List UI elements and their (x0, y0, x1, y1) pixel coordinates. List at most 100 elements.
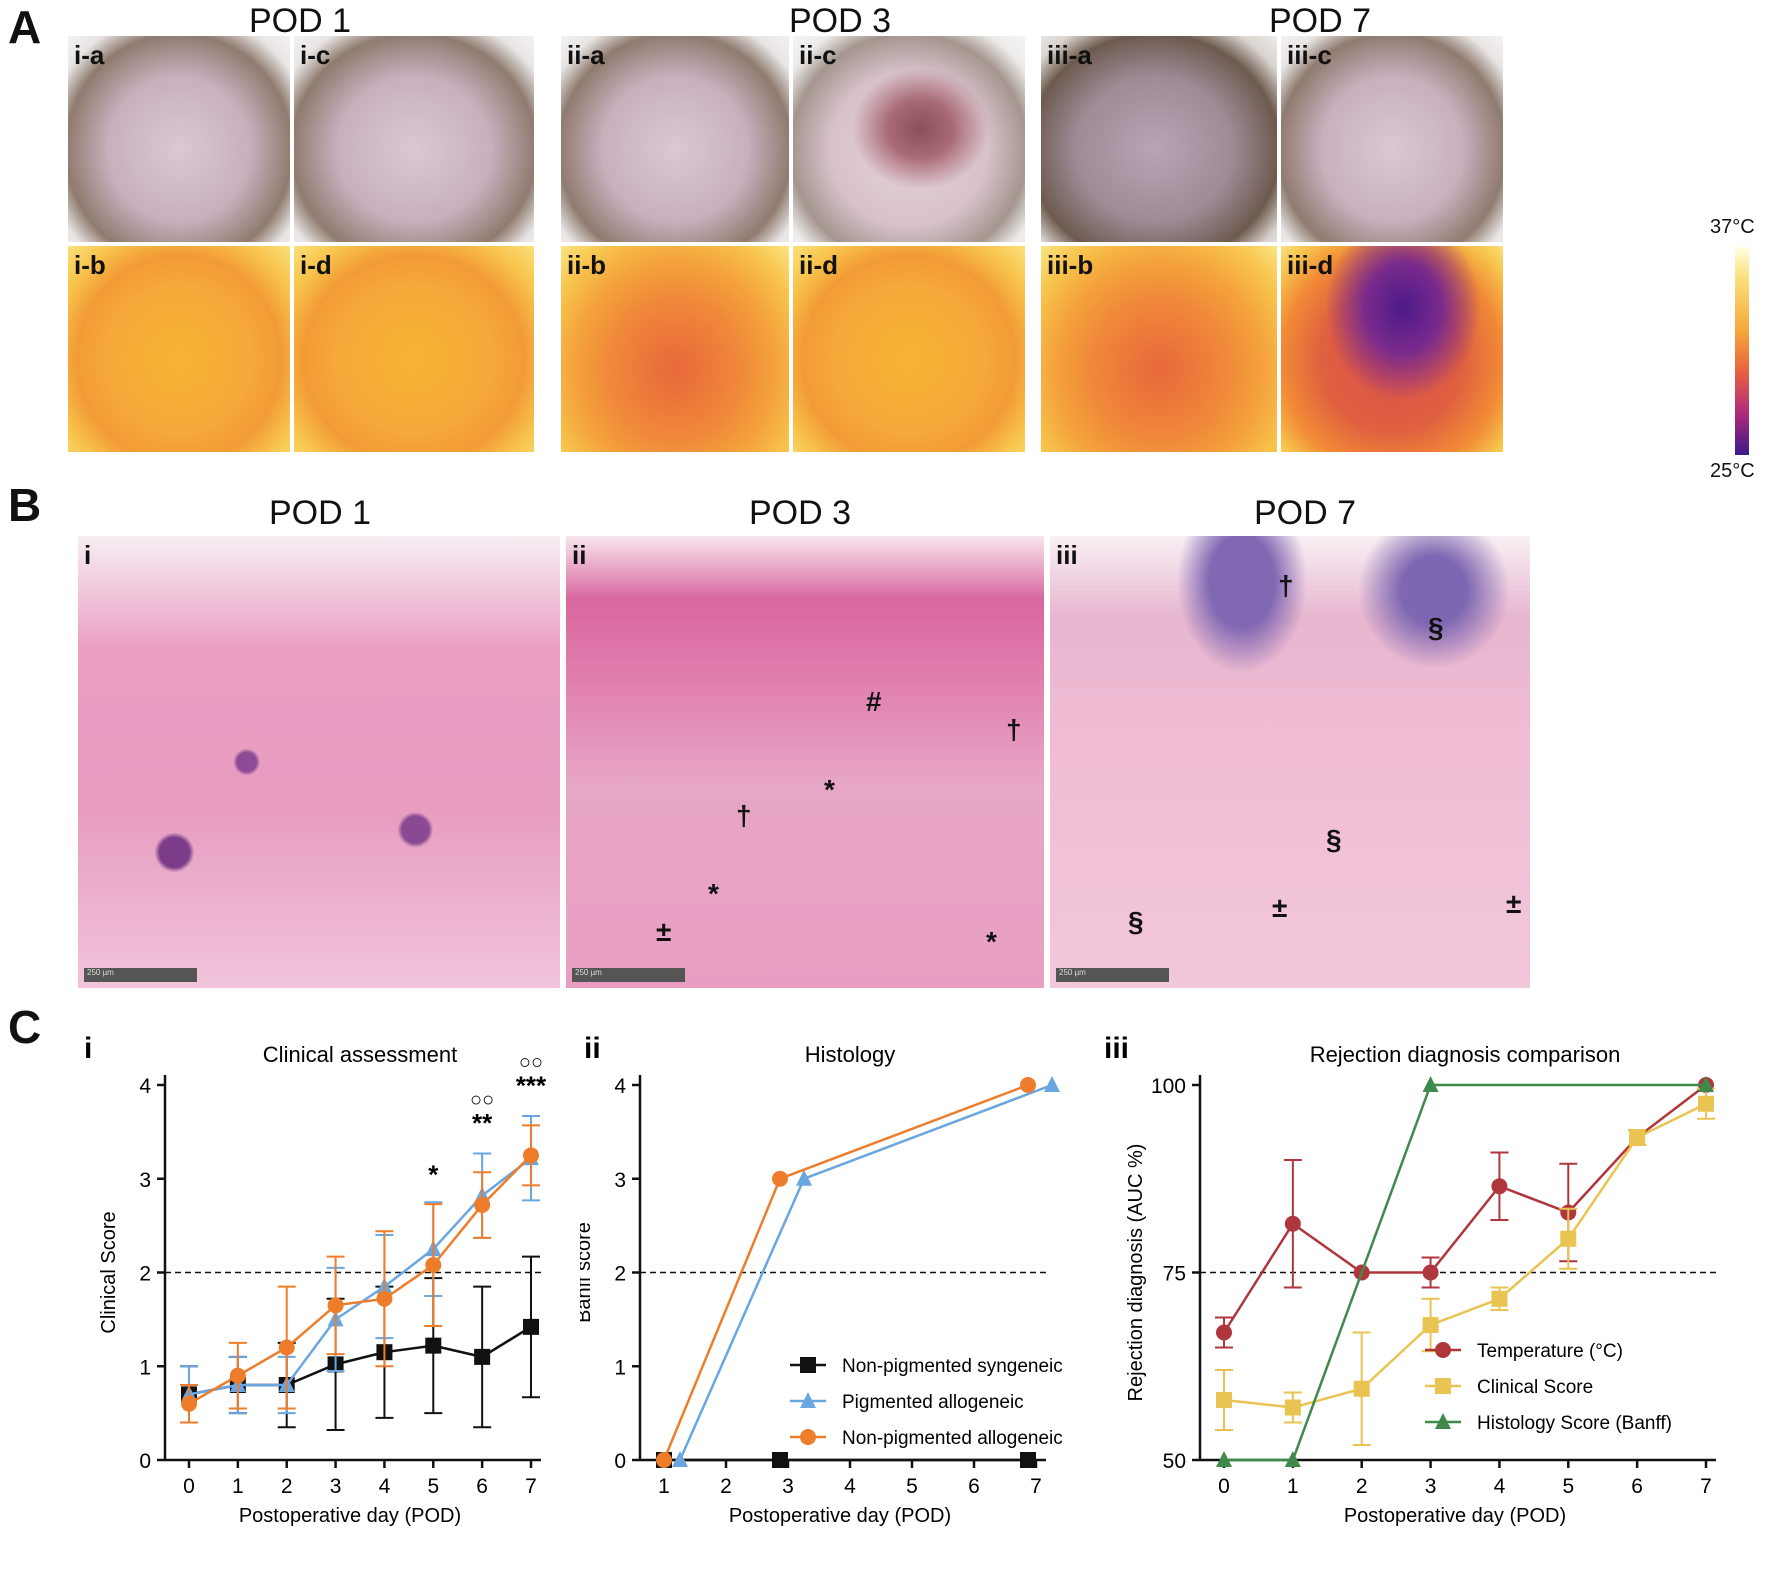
symbol-star: * (708, 878, 719, 909)
legend-label: Clinical Score (1477, 1377, 1593, 1398)
x-tick-label: 5 (1562, 1475, 1574, 1498)
data-point (1284, 1451, 1301, 1467)
scale-bar: 250 µm (1056, 968, 1169, 982)
symbol-plusminus: ± (1506, 888, 1522, 919)
temperature-colorbar (1735, 247, 1749, 455)
tile-label: i-d (300, 250, 332, 280)
tile-label: iii-b (1047, 250, 1094, 280)
series-line (1223, 1102, 1707, 1409)
data-point (656, 1452, 672, 1468)
x-tick-label: 6 (968, 1475, 980, 1498)
colorbar-max-label: 37°C (1710, 216, 1755, 238)
x-tick-label: 6 (476, 1475, 488, 1498)
x-tick-label: 6 (1631, 1475, 1643, 1498)
symbol-hash: # (866, 686, 882, 717)
y-axis-label: Banff score (580, 1222, 595, 1323)
series-line (188, 1154, 532, 1405)
x-tick-label: 0 (183, 1475, 195, 1498)
photo-pod1-a: i-a (68, 36, 290, 242)
data-point (474, 1348, 491, 1365)
chart-title: Clinical assessment (263, 1042, 457, 1067)
legend-marker (800, 1357, 816, 1373)
chart-rejection-diagnosis: iii Rejection diagnosis comparison5075100… (1104, 1032, 1716, 1527)
data-point (327, 1297, 344, 1314)
symbol-dagger: † (736, 800, 752, 831)
tile-label: iii (1056, 540, 1078, 570)
scale-bar: 250 µm (572, 968, 685, 982)
y-tick-label: 75 (1163, 1263, 1186, 1286)
y-tick-label: 3 (139, 1169, 151, 1192)
legend-marker (800, 1429, 816, 1445)
legend-label: Temperature (°C) (1477, 1341, 1623, 1362)
chart-clinical-assessment: i Clinical assessment 0 1 2 3 4 0 1 2 3 4 5 6 7 Postope… (84, 1032, 547, 1527)
panel-b-title-pod3: POD 3 (748, 494, 852, 532)
symbol-dagger: † (1278, 570, 1294, 601)
x-axis-label: Postoperative day (POD) (239, 1505, 461, 1527)
legend-marker (1435, 1378, 1451, 1394)
chart-title: Histology (805, 1042, 895, 1067)
data-point (425, 1257, 442, 1273)
significance-stars: *** (516, 1070, 547, 1100)
symbol-plusminus: ± (656, 916, 672, 947)
photo-pod7-c: iii-c (1281, 36, 1503, 242)
data-point (1422, 1076, 1439, 1092)
panel-a-title-pod3: POD 3 (788, 2, 892, 40)
chart-histology: ii Histology 0 1 2 3 4 1 2 3 4 5 6 7 Postoperative day… (580, 1032, 1063, 1527)
y-tick-label: 3 (614, 1169, 626, 1192)
chart-label: iii (1104, 1032, 1129, 1065)
x-tick-label: 7 (1030, 1475, 1042, 1498)
chart-label: i (84, 1032, 92, 1065)
data-point (1044, 1076, 1060, 1092)
x-tick-label: 2 (1356, 1475, 1368, 1498)
x-axis-label: Postoperative day (POD) (729, 1505, 951, 1527)
data-point (425, 1337, 442, 1354)
data-point (772, 1452, 788, 1468)
x-tick-label: 4 (379, 1475, 391, 1498)
colorbar-min-label: 25°C (1710, 460, 1755, 482)
significance-circles: ○○ (519, 1051, 543, 1073)
x-tick-label: 7 (1700, 1475, 1712, 1498)
chart-title: Rejection diagnosis comparison (1310, 1042, 1621, 1067)
data-point (1020, 1077, 1036, 1093)
x-tick-label: 5 (427, 1475, 439, 1498)
photo-pod7-a: iii-a (1041, 36, 1277, 242)
y-axis-label: Clinical Score (98, 1211, 120, 1333)
tile-label: i-c (300, 40, 331, 70)
data-point (1216, 1451, 1232, 1467)
tile-label: i-a (74, 40, 105, 70)
data-point (229, 1367, 246, 1384)
tile-label: iii-c (1287, 40, 1332, 70)
symbol-dagger: † (1006, 714, 1022, 745)
legend-label: Non-pigmented allogeneic (842, 1428, 1063, 1449)
tile-label: i (84, 540, 92, 570)
x-tick-label: 1 (232, 1475, 244, 1498)
panel-letter-a: A (8, 1, 42, 53)
thermal-pod3-b: ii-b (561, 246, 789, 452)
data-point (1698, 1095, 1714, 1112)
data-point (474, 1197, 491, 1213)
x-tick-label: 3 (330, 1475, 342, 1498)
data-point (523, 1147, 539, 1164)
chart-label: ii (584, 1032, 601, 1065)
y-tick-label: 100 (1151, 1075, 1186, 1098)
legend-label: Pigmented allogeneic (842, 1392, 1024, 1413)
panel-letter-b: B (8, 479, 42, 531)
legend-marker (1435, 1342, 1451, 1358)
thermal-pod1-d: i-d (294, 246, 534, 452)
panel-b-title-pod1: POD 1 (268, 494, 372, 532)
photo-pod3-a: ii-a (561, 36, 789, 242)
tile-label: iii-d (1287, 250, 1334, 280)
tile-label: ii-c (799, 40, 837, 70)
significance-stars: * (428, 1159, 439, 1189)
data-point (1284, 1399, 1301, 1416)
data-point (181, 1395, 197, 1412)
symbol-star: * (986, 926, 997, 957)
legend-marker (800, 1392, 816, 1408)
data-point (772, 1170, 788, 1187)
x-tick-label: 2 (281, 1475, 293, 1498)
tile-label: i-b (74, 250, 106, 280)
tile-label: ii-a (567, 40, 605, 70)
x-tick-label: 7 (525, 1475, 537, 1498)
data-point (1216, 1392, 1232, 1408)
data-point (796, 1169, 812, 1186)
